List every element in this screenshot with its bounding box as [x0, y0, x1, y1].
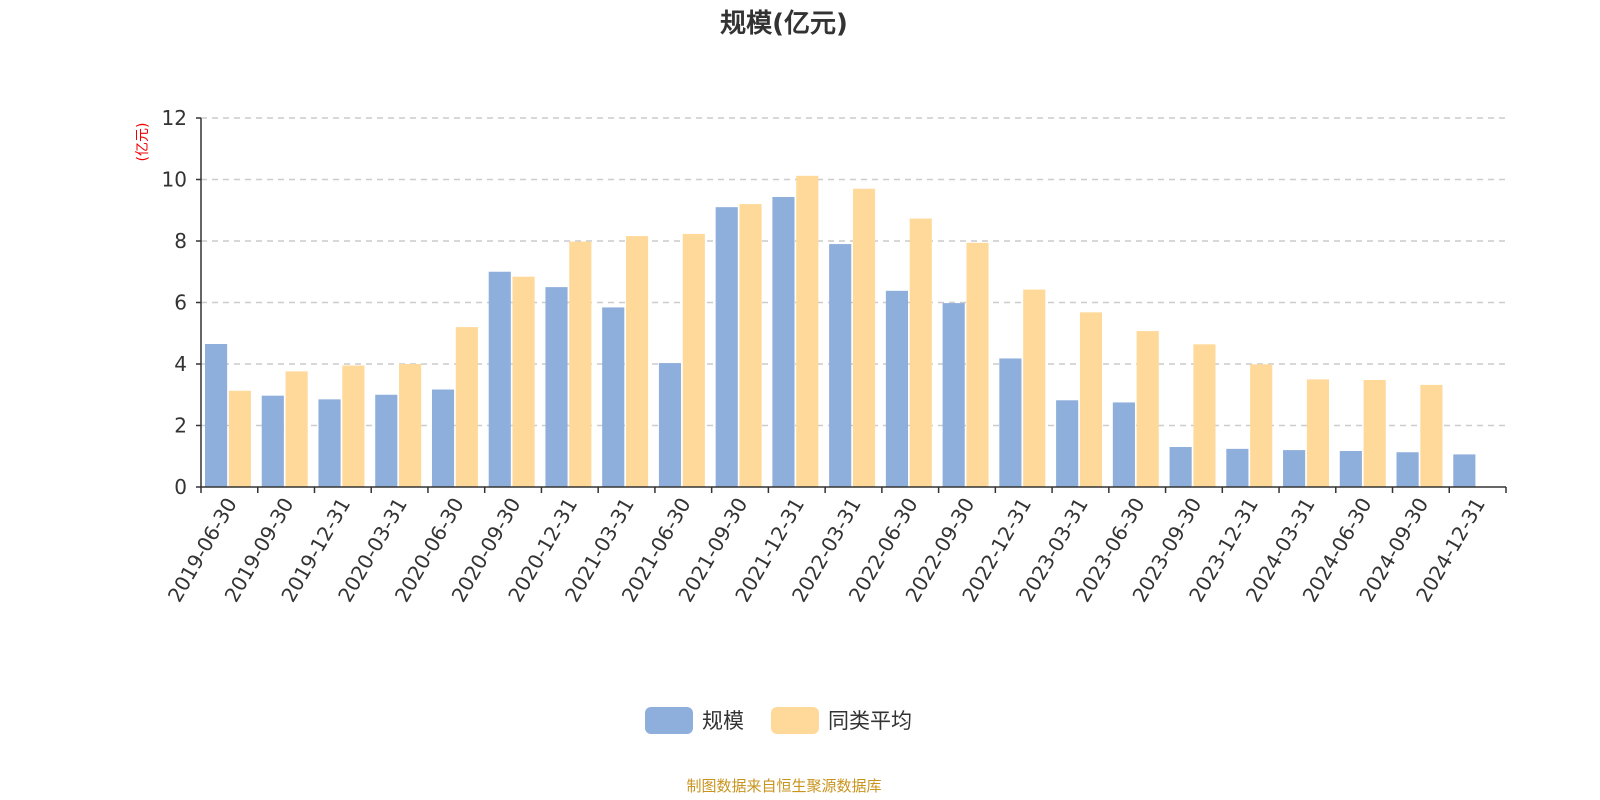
bar-scale [999, 358, 1022, 487]
bar-peer-average [909, 218, 932, 488]
bar-scale [1339, 451, 1362, 487]
bar-scale [658, 363, 682, 487]
bar-peer-average [569, 241, 592, 487]
bar-scale [1056, 400, 1079, 487]
bar-scale [261, 395, 284, 487]
bar-scale [318, 399, 341, 487]
bar-scale [772, 197, 795, 487]
bar-scale [829, 244, 852, 487]
bar-peer-average [1136, 331, 1159, 487]
y-tick-label: 12 [162, 106, 187, 130]
legend-item: 同类平均 [771, 707, 912, 734]
y-tick-label: 8 [174, 229, 187, 253]
y-tick-label: 6 [174, 291, 187, 315]
bar-peer-average [1420, 384, 1443, 487]
bar-scale [545, 287, 568, 487]
legend-item: 规模 [645, 707, 744, 734]
bar-peer-average [342, 365, 365, 487]
bar-scale [1453, 454, 1476, 487]
y-axis-label: (亿元) [135, 123, 151, 162]
y-tick-label: 4 [174, 352, 187, 376]
bar-scale [1283, 450, 1306, 487]
bar-scale [1226, 448, 1249, 487]
bar-peer-average [739, 204, 762, 487]
bar-peer-average [966, 242, 989, 487]
bar-peer-average [1079, 312, 1103, 487]
bar-scale [715, 207, 738, 488]
bar-scale [1396, 452, 1419, 487]
bar-scale [1169, 447, 1192, 487]
bar-peer-average [1193, 344, 1216, 487]
bar-scale [375, 394, 398, 487]
legend-swatch [771, 707, 819, 734]
bar-peer-average [796, 175, 819, 487]
bar-scale [431, 389, 455, 487]
chart-title: 规模(亿元) [720, 9, 848, 39]
bar-peer-average [512, 276, 535, 487]
bar-peer-average [1250, 364, 1273, 487]
bar-peer-average [285, 371, 308, 487]
bar-peer-average [228, 390, 251, 487]
bar-peer-average [1023, 289, 1046, 487]
y-tick-label: 10 [162, 168, 187, 192]
bar-scale [885, 290, 908, 487]
bar-peer-average [455, 327, 478, 487]
bar-peer-average [852, 188, 876, 487]
legend-label: 规模 [702, 709, 744, 733]
y-tick-label: 2 [174, 414, 187, 438]
bar-peer-average [1363, 379, 1386, 487]
bar-peer-average [399, 364, 422, 487]
bar-peer-average [1306, 379, 1330, 487]
footer-source: 制图数据来自恒生聚源数据库 [686, 777, 881, 795]
bar-scale [488, 271, 511, 487]
legend-label: 同类平均 [828, 709, 912, 733]
legend-swatch [645, 707, 693, 734]
y-tick-label: 0 [174, 475, 187, 499]
bar-scale [602, 307, 625, 487]
bar-scale [205, 344, 228, 487]
bar-peer-average [626, 236, 649, 487]
bar-peer-average [682, 233, 705, 487]
bar-scale [942, 303, 965, 487]
bar-scale [1112, 402, 1135, 487]
